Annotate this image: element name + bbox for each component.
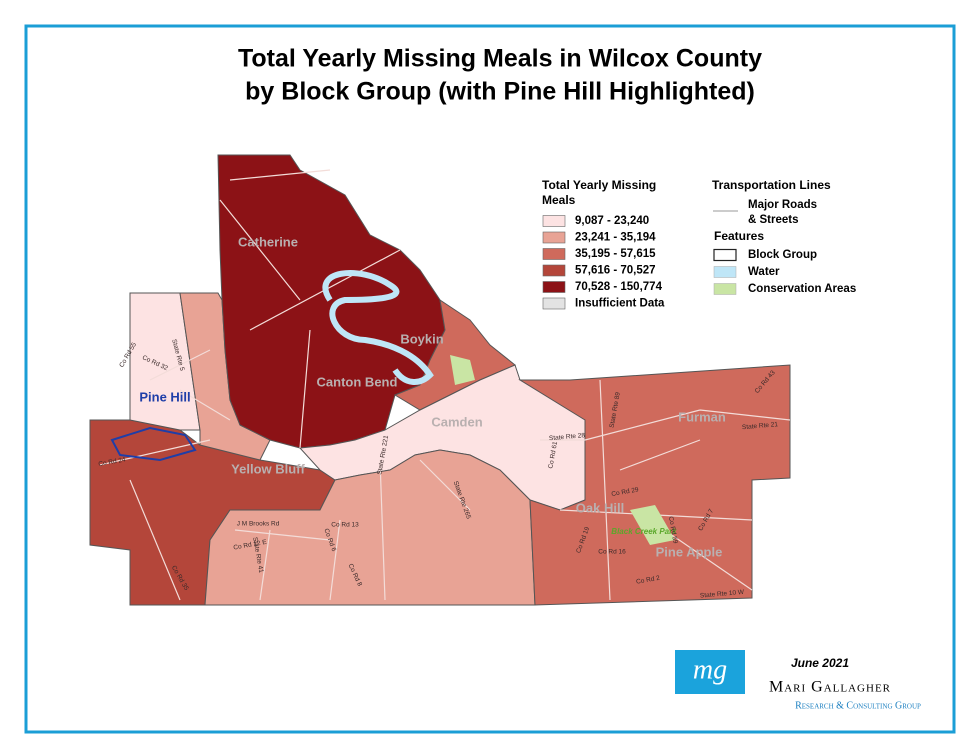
legend-swatch [542,264,566,277]
place-label: Pine Apple [656,544,723,559]
block-group [204,449,536,606]
legend-swatch [542,248,566,260]
title-line: by Block Group (with Pine Hill Highlight… [245,78,755,106]
legend-label: & Streets [748,214,799,226]
road-label: Co Rd 16 [598,549,626,556]
road-label: Co Rd 59 [667,516,679,545]
place-label: Camden [431,414,482,429]
legend-label: 70,528 - 150,774 [575,281,663,293]
legend-swatch [713,248,737,262]
map [89,154,791,606]
river [322,270,434,385]
road-label: Co Rd 13 [331,522,359,529]
block-group [129,292,201,431]
legend-label: Conservation Areas [748,283,856,295]
road-label: State Rte 28 [549,432,586,442]
pine-hill-highlight [110,426,197,462]
place-label: Canton Bend [317,374,398,389]
place-label: Catherine [238,234,298,249]
legend-label: Block Group [748,249,817,261]
legend-swatch [542,231,566,244]
legend-title: Features [714,229,764,243]
legend-swatch [542,215,566,227]
road-label: State Rte 10 W [700,589,745,600]
legend-label: Insufficient Data [575,298,665,310]
road-label: Co Rd 2 [636,575,661,586]
legend-title: Total Yearly Missing [542,178,656,192]
legend-label: Water [748,266,780,278]
place-label: Black Creek Park [611,527,677,536]
legend-label: 9,087 - 23,240 [575,215,649,227]
road-label: Co Rd 24 [98,456,127,468]
org-sub: Research & Consulting Group [795,700,921,711]
legend-title: Meals [542,193,576,207]
logo [675,650,745,694]
date: June 2021 [791,656,849,670]
legend-swatch [713,283,737,295]
place-label: Oak Hill [576,500,624,515]
legend-label: Major Roads [748,199,817,211]
org: Mari Gallagher [769,679,891,696]
place-label: Boykin [400,331,443,346]
conservation-area [630,505,675,545]
conservation-area [450,355,475,385]
legend-label: 57,616 - 70,527 [575,265,656,277]
legend-label: 23,241 - 35,194 [575,232,656,244]
logo-text: mg [693,654,727,685]
legend-swatch [713,266,737,278]
road-label: Co Rd 61 [547,441,559,470]
place-label: Pine Hill [139,389,190,404]
legend-swatch [542,281,566,293]
place-label: Yellow Bluff [231,461,305,476]
legend-title: Transportation Lines [712,178,831,192]
road-label: J M Brooks Rd [237,521,280,528]
legend-label: 35,195 - 57,615 [575,248,656,260]
road-label: State Rte 21 [742,421,779,431]
block-group [518,364,791,606]
place-label: Furman [678,409,726,424]
legend-swatch [542,297,566,310]
road-label: Co Rd 29 [611,486,640,498]
title-line: Total Yearly Missing Meals in Wilcox Cou… [238,45,762,73]
